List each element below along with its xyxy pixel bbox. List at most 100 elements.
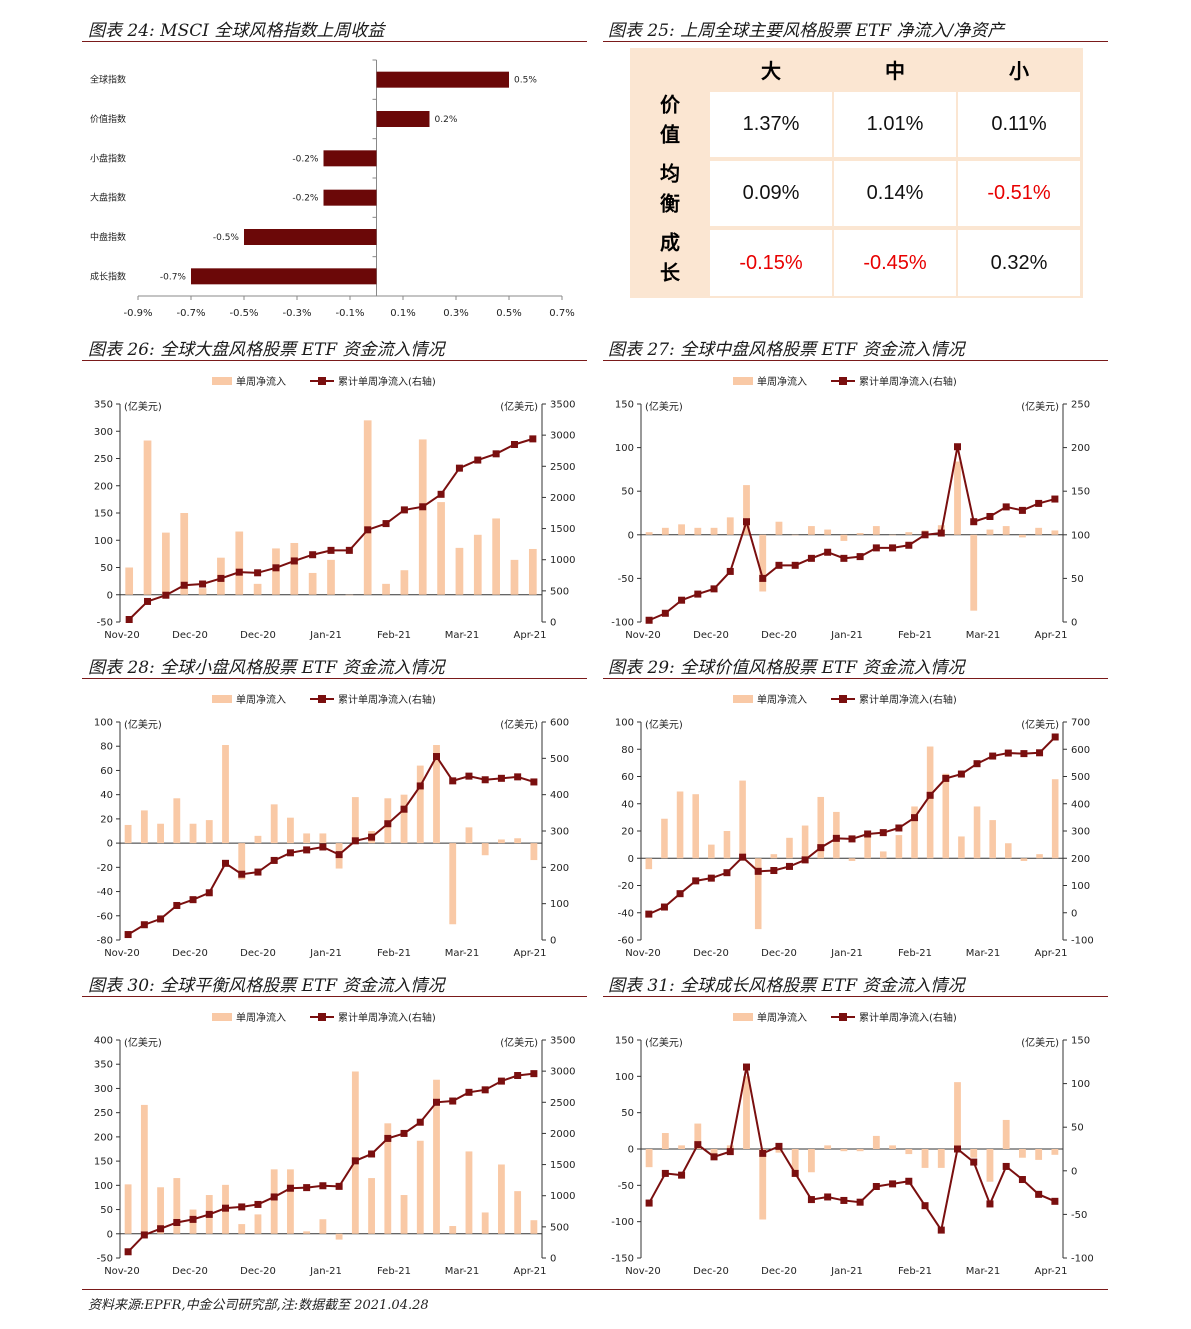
row-header-growth: 成长 <box>630 228 708 296</box>
flow-bar <box>433 745 440 844</box>
bar <box>376 71 509 88</box>
left-tick-label: 0 <box>628 530 634 541</box>
cumulative-point <box>1051 1197 1059 1205</box>
legend-line-marker <box>318 377 326 385</box>
left-tick-label: -50 <box>618 574 634 585</box>
legend-line-label: 累计单周净流入(右轴) <box>338 1011 436 1024</box>
cumulative-point <box>986 1200 994 1208</box>
cumulative-point <box>309 551 317 559</box>
left-tick-label: 250 <box>94 454 113 465</box>
x-tick-label: Dec-20 <box>240 1266 276 1277</box>
flow-bar <box>125 567 134 595</box>
flow-bar <box>970 534 978 611</box>
x-tick-label: Feb-21 <box>898 630 932 641</box>
x-tick-label: 0.7% <box>549 308 574 319</box>
row-header-growth-label: 成长 <box>656 232 681 292</box>
flow-bar <box>791 534 799 536</box>
row-header-value-label: 价值 <box>656 93 681 154</box>
flow-bar <box>775 521 783 535</box>
legend-bar-swatch <box>212 377 232 385</box>
flow-bar <box>817 796 825 859</box>
cumulative-point <box>173 1218 181 1226</box>
legend-line-label: 累计单周净流入(右轴) <box>338 693 436 706</box>
flow-bar <box>418 439 427 595</box>
left-tick-label: 150 <box>615 1036 634 1047</box>
bar <box>376 111 430 127</box>
cell-growth-small: 0.32% <box>958 230 1080 296</box>
cumulative-point <box>1051 495 1059 503</box>
x-tick-label: Nov-20 <box>625 948 661 959</box>
chart-28-small-cap-flows: 单周净流入 累计单周净流入(右轴) (亿美元) (亿美元) -80 -60 -40 -20 0 2… <box>94 693 569 959</box>
cumulative-point <box>144 597 152 605</box>
cumulative-point <box>335 1182 343 1190</box>
x-tick-label: Dec-20 <box>761 630 797 641</box>
right-tick-label: -50 <box>1071 1210 1087 1221</box>
flow-bar <box>473 534 482 595</box>
left-unit-label: (亿美元) <box>645 718 683 731</box>
right-tick-label: 3500 <box>550 400 575 411</box>
left-tick-label: 150 <box>615 400 634 411</box>
flow-bar <box>162 532 170 595</box>
left-tick-label: 50 <box>100 563 113 574</box>
right-tick-label: 200 <box>1071 443 1090 454</box>
right-tick-label: 0 <box>1071 618 1077 629</box>
left-tick-label: 80 <box>621 745 634 756</box>
left-tick-label: 100 <box>615 1072 634 1083</box>
etf-flow-table: 大 中 小 价值 均衡 成长 1.37% 1.01% 0.11% 0.09% 0… <box>630 48 1083 298</box>
right-tick-label: 500 <box>550 1222 569 1233</box>
left-tick-label: 200 <box>94 481 113 492</box>
right-tick-label: 500 <box>1071 772 1090 783</box>
title-chart-26: 图表 26: 全球大盘风格股票 ETF 资金流入情况 <box>88 340 445 360</box>
flow-bar <box>492 518 500 595</box>
flow-bar <box>510 559 519 595</box>
cumulative-point <box>449 777 457 785</box>
flow-bar <box>770 854 778 859</box>
cumulative-point <box>905 541 913 549</box>
cumulative-point <box>1035 499 1043 507</box>
flow-bar <box>143 440 152 595</box>
cumulative-point <box>530 1070 538 1078</box>
x-tick-label: Mar-21 <box>445 1266 480 1277</box>
cumulative-line <box>127 754 535 936</box>
cell-growth-large: -0.15% <box>710 230 832 296</box>
flow-bar <box>327 559 335 595</box>
flow-bar <box>754 858 762 930</box>
cumulative-point <box>921 1202 929 1210</box>
left-tick-label: -50 <box>97 1254 113 1265</box>
legend-bar-label: 单周净流入 <box>757 693 807 706</box>
title-chart-30: 图表 30: 全球平衡风格股票 ETF 资金流入情况 <box>88 976 445 996</box>
left-tick-label: 350 <box>94 400 113 411</box>
cumulative-point <box>660 903 668 911</box>
cumulative-point <box>1035 1190 1043 1198</box>
left-tick-label: 300 <box>94 1084 113 1095</box>
left-tick-label: 400 <box>94 1036 113 1047</box>
flow-bar <box>840 534 848 541</box>
cumulative-point <box>1018 506 1026 514</box>
flow-bar <box>303 1231 311 1234</box>
right-tick-label: 2500 <box>550 1098 575 1109</box>
flow-bar <box>694 527 702 535</box>
left-tick-label: -20 <box>97 863 113 874</box>
left-tick-label: 150 <box>94 509 113 520</box>
cumulative-point <box>954 1145 961 1153</box>
cumulative-point <box>889 1180 897 1188</box>
right-tick-label: 600 <box>550 718 569 729</box>
cumulative-point <box>481 776 489 784</box>
x-tick-label: Dec-20 <box>240 630 276 641</box>
flow-bar <box>319 833 327 844</box>
cumulative-point <box>707 874 715 882</box>
cumulative-point <box>926 791 934 799</box>
cumulative-point <box>848 835 856 843</box>
flow-bar <box>759 534 767 592</box>
right-tick-label: 50 <box>1071 1123 1084 1134</box>
legend-bar-label: 单周净流入 <box>236 375 286 388</box>
flow-bar <box>465 1151 473 1234</box>
chart-29-value-flows: 单周净流入 累计单周净流入(右轴) (亿美元) (亿美元) -60 -40 -20 0 20 40… <box>615 693 1094 959</box>
right-unit-label: (亿美元) <box>500 1036 538 1049</box>
flow-bar <box>954 1082 961 1149</box>
left-unit-label: (亿美元) <box>645 1036 683 1049</box>
left-tick-label: 0 <box>107 590 113 601</box>
cumulative-point <box>1002 503 1010 511</box>
left-tick-label: 200 <box>94 1132 113 1143</box>
row-header-balanced: 均衡 <box>630 159 708 226</box>
